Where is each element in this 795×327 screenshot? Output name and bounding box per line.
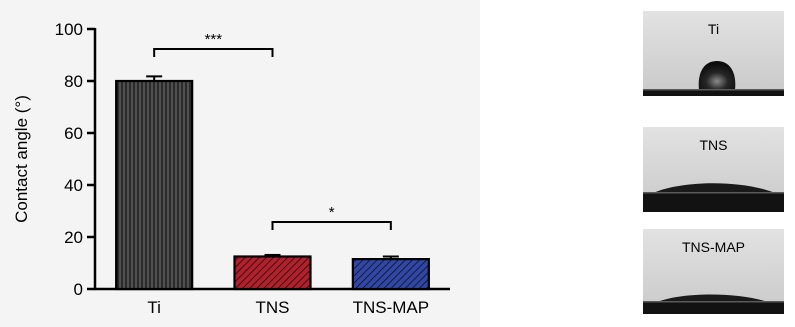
droplet-tns-map-shape bbox=[643, 294, 784, 314]
x-tick-label: TNS-MAP bbox=[353, 298, 430, 317]
y-tick-label: 80 bbox=[64, 72, 83, 91]
contact-angle-chart: 0 20 40 60 80 100 Contact angle (°) Ti TNS TNS-MA… bbox=[0, 0, 480, 327]
significance-bracket bbox=[153, 48, 274, 57]
droplet-photo-tns: TNS bbox=[643, 127, 784, 212]
bar-chart-svg: 0 20 40 60 80 100 Contact angle (°) Ti TNS TNS-MA… bbox=[12, 20, 450, 317]
y-tick-label: 0 bbox=[74, 280, 83, 299]
droplet-photo-tns-map: TNS-MAP bbox=[643, 229, 784, 314]
photo-label-tns-map: TNS-MAP bbox=[682, 239, 745, 255]
photo-label-tns: TNS bbox=[699, 137, 728, 153]
droplet-ti-shape bbox=[643, 61, 784, 96]
x-tick-label: Ti bbox=[147, 298, 161, 317]
y-tick-label: 40 bbox=[64, 176, 83, 195]
bar-tns-map bbox=[351, 258, 430, 291]
photo-label-ti: Ti bbox=[707, 21, 720, 37]
y-tick-label: 20 bbox=[64, 228, 83, 247]
x-tick-label: TNS bbox=[256, 298, 290, 317]
droplet-tns-shape bbox=[643, 183, 784, 212]
significance-label: *** bbox=[205, 31, 223, 48]
bar-ti bbox=[115, 79, 194, 291]
bar-tns bbox=[233, 255, 312, 291]
droplet-photo-ti: Ti bbox=[643, 11, 784, 96]
y-axis-title: Contact angle (°) bbox=[12, 95, 31, 223]
significance-label: * bbox=[329, 204, 335, 221]
y-tick-label: 60 bbox=[64, 124, 83, 143]
significance-bracket bbox=[271, 221, 392, 230]
y-tick-label: 100 bbox=[55, 20, 83, 39]
